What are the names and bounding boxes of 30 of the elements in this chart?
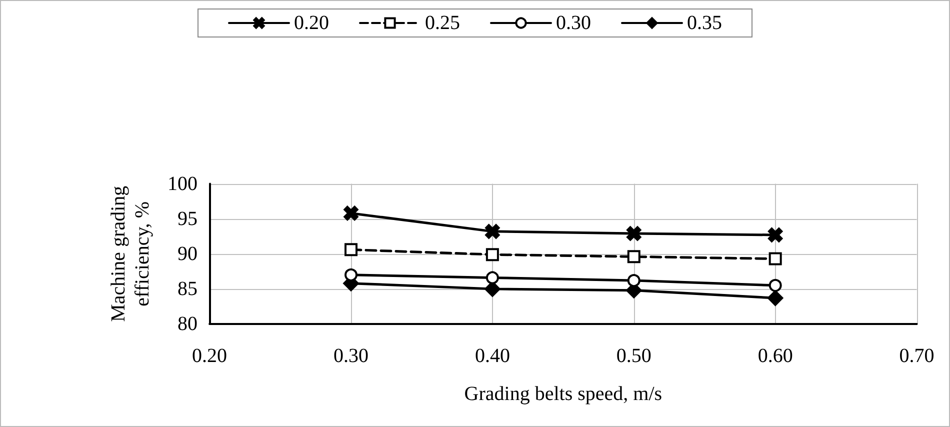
- point: [344, 206, 358, 220]
- point: [486, 248, 499, 262]
- y-tick-label: 95: [178, 208, 198, 230]
- legend-label: 0.30: [556, 12, 591, 34]
- point: [344, 268, 358, 282]
- point: [768, 228, 783, 242]
- x-tick-label: 0.40: [474, 345, 510, 367]
- y-axis-title: Machine grading efficiency, %: [108, 186, 154, 322]
- point: [627, 274, 640, 288]
- point: [344, 243, 358, 256]
- y-tick-label: 90: [178, 242, 198, 265]
- point: [627, 250, 640, 264]
- x-axis-title: Grading belts speed, m/s: [464, 383, 662, 405]
- x-tick-label: 0.70: [899, 345, 934, 367]
- x-tick-label: 0.20: [192, 345, 228, 367]
- point: [485, 224, 500, 239]
- legend-label: 0.35: [687, 12, 722, 34]
- x-tick-label: 0.30: [334, 345, 368, 367]
- point: [768, 278, 782, 292]
- legend-label: 0.25: [425, 12, 460, 34]
- legend-label: 0.20: [294, 12, 329, 34]
- y-tick-label: 100: [168, 172, 198, 195]
- y-tick-label: 85: [178, 278, 198, 300]
- x-tick-label: 0.60: [758, 345, 793, 367]
- point: [486, 271, 499, 284]
- point: [626, 226, 642, 241]
- x-tick-label: 0.50: [616, 345, 652, 367]
- point: [768, 252, 782, 266]
- y-tick-label: 80: [178, 313, 198, 335]
- point: [768, 290, 784, 306]
